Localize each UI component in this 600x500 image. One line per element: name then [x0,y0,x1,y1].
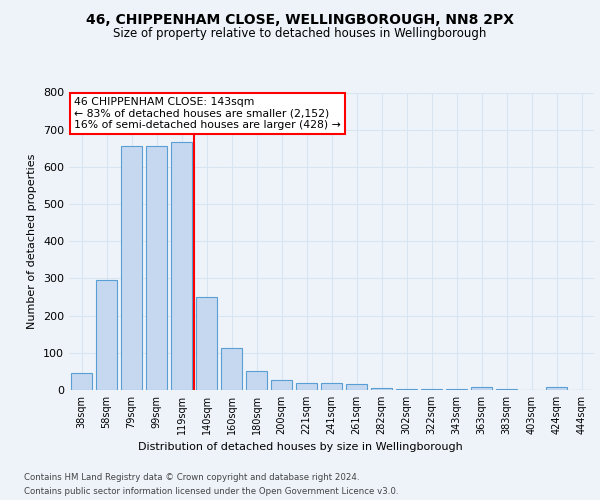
Bar [221,348,242,390]
Bar [471,387,492,390]
Bar [96,280,117,390]
Bar [271,380,292,390]
Bar [196,297,217,390]
Bar [146,146,167,390]
Text: Distribution of detached houses by size in Wellingborough: Distribution of detached houses by size … [137,442,463,452]
Bar [121,146,142,390]
Bar [296,384,317,390]
Bar [546,386,567,390]
Bar [71,372,92,390]
Bar [321,384,342,390]
Bar [496,389,517,390]
Text: Contains HM Land Registry data © Crown copyright and database right 2024.: Contains HM Land Registry data © Crown c… [24,473,359,482]
Y-axis label: Number of detached properties: Number of detached properties [28,154,37,329]
Bar [371,388,392,390]
Bar [396,389,417,390]
Text: Size of property relative to detached houses in Wellingborough: Size of property relative to detached ho… [113,28,487,40]
Bar [346,384,367,390]
Bar [246,372,267,390]
Text: 46, CHIPPENHAM CLOSE, WELLINGBOROUGH, NN8 2PX: 46, CHIPPENHAM CLOSE, WELLINGBOROUGH, NN… [86,12,514,26]
Bar [171,142,192,390]
Text: Contains public sector information licensed under the Open Government Licence v3: Contains public sector information licen… [24,486,398,496]
Text: 46 CHIPPENHAM CLOSE: 143sqm
← 83% of detached houses are smaller (2,152)
16% of : 46 CHIPPENHAM CLOSE: 143sqm ← 83% of det… [74,97,341,130]
